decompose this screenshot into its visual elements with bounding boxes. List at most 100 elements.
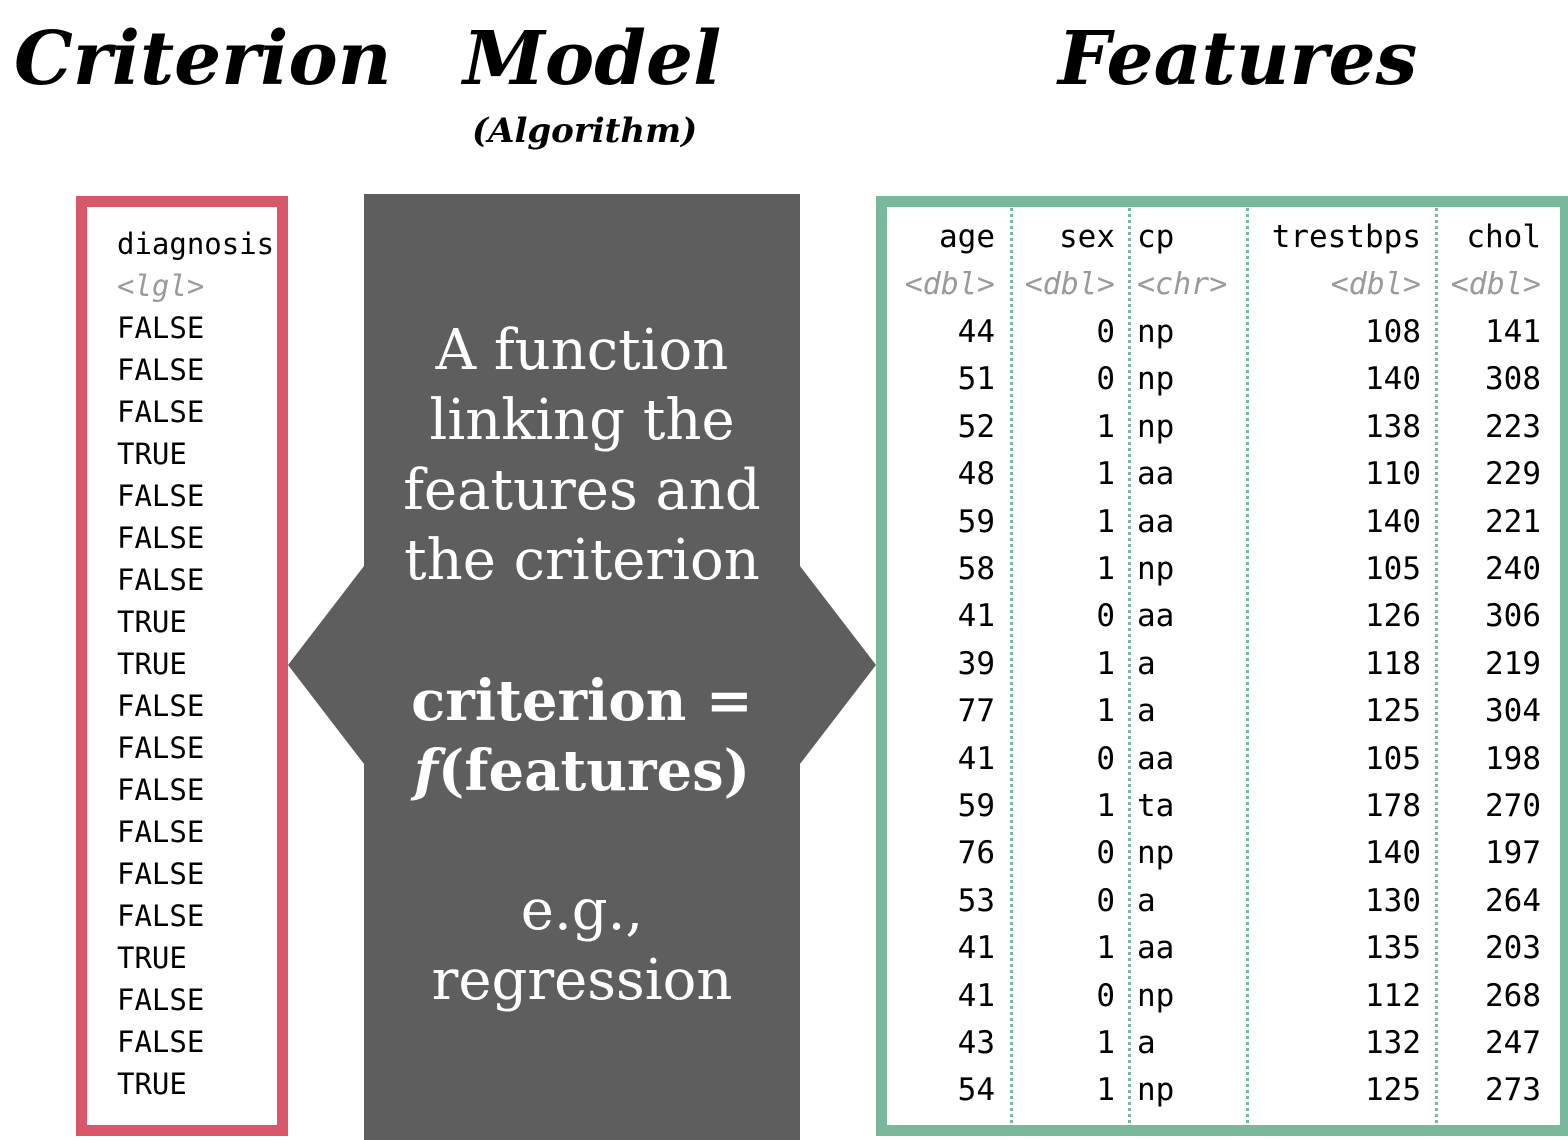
criterion-value: FALSE: [117, 521, 205, 555]
criterion-value: TRUE: [117, 1067, 187, 1101]
column-separator: [1010, 201, 1013, 1131]
model-formula-line: criterion =: [411, 668, 753, 734]
feature-cell: 1: [1096, 456, 1115, 493]
feature-cell: np: [1137, 408, 1175, 445]
feature-cell: 140: [1365, 835, 1421, 872]
feature-cell: 135: [1365, 930, 1421, 967]
criterion-heading: Criterion: [14, 16, 392, 102]
feature-cell: 118: [1365, 645, 1421, 682]
feature-cell: 54: [957, 1072, 995, 1109]
feature-cell: np: [1137, 314, 1175, 350]
criterion-value: TRUE: [117, 437, 187, 471]
feature-cell: aa: [1137, 598, 1175, 635]
feature-cell: a: [1137, 1025, 1156, 1061]
model-formula-line: f(features): [364, 736, 800, 806]
criterion-value: FALSE: [117, 479, 205, 513]
feature-cell: 53: [957, 882, 995, 919]
feature-cell: 0: [1096, 977, 1115, 1014]
feature-cell: 132: [1365, 1025, 1421, 1061]
feature-cell: 1: [1096, 788, 1115, 824]
feature-cell: 1: [1096, 930, 1115, 967]
criterion-value: FALSE: [117, 773, 205, 807]
criterion-value: FALSE: [117, 899, 205, 933]
criterion-value: FALSE: [117, 353, 205, 387]
feature-cell: 0: [1096, 361, 1115, 398]
feature-cell: np: [1137, 835, 1175, 872]
criterion-value: TRUE: [117, 647, 187, 681]
feature-cell: 41: [957, 977, 995, 1014]
feature-cell: 39: [957, 645, 995, 682]
criterion-value: FALSE: [117, 395, 205, 429]
feature-cell: 52: [957, 408, 995, 445]
model-description-line: the criterion: [404, 528, 760, 593]
feature-cell: 58: [957, 551, 995, 587]
feature-cell: 197: [1485, 835, 1541, 872]
criterion-header: diagnosis: [117, 227, 275, 261]
feature-column-type: <chr>: [1137, 267, 1228, 302]
feature-cell: 198: [1485, 740, 1541, 777]
criterion-value: FALSE: [117, 311, 205, 345]
feature-cell: 51: [957, 361, 995, 398]
feature-cell: 223: [1485, 408, 1541, 445]
feature-cell: 76: [957, 835, 995, 872]
feature-column-header: age: [939, 219, 995, 255]
feature-cell: 59: [957, 503, 995, 540]
feature-cell: 306: [1485, 598, 1541, 635]
feature-cell: 1: [1096, 693, 1115, 730]
feature-cell: np: [1137, 1072, 1175, 1109]
feature-cell: 138: [1365, 408, 1421, 445]
feature-column-header: chol: [1466, 219, 1541, 255]
criterion-value: TRUE: [117, 941, 187, 975]
model-formula-f: f: [413, 738, 438, 804]
model-heading: Model: [463, 16, 722, 102]
feature-cell: 59: [957, 788, 995, 824]
feature-cell: 0: [1096, 835, 1115, 872]
feature-cell: 130: [1365, 882, 1421, 919]
criterion-value: FALSE: [117, 731, 205, 765]
criterion-value: FALSE: [117, 1025, 205, 1059]
feature-cell: aa: [1137, 503, 1175, 540]
feature-cell: 41: [957, 598, 995, 635]
feature-cell: 44: [957, 314, 995, 350]
criterion-value: TRUE: [117, 605, 187, 639]
model-description-line: features and: [403, 458, 761, 523]
feature-cell: np: [1137, 977, 1175, 1014]
feature-cell: 41: [957, 740, 995, 777]
feature-column-type: <dbl>: [1330, 267, 1421, 302]
feature-cell: 140: [1365, 503, 1421, 540]
feature-cell: 304: [1485, 693, 1541, 730]
feature-column-type: <dbl>: [1450, 267, 1541, 302]
feature-column-type: <dbl>: [1024, 267, 1115, 302]
feature-cell: np: [1137, 361, 1175, 398]
feature-cell: 221: [1485, 503, 1541, 540]
feature-cell: 1: [1096, 645, 1115, 682]
model-description-line: linking the: [429, 388, 735, 453]
feature-cell: 0: [1096, 882, 1115, 919]
feature-cell: 0: [1096, 314, 1115, 350]
column-separator: [1128, 201, 1131, 1131]
feature-cell: 268: [1485, 977, 1541, 1014]
feature-cell: ta: [1137, 788, 1175, 824]
criterion-value: FALSE: [117, 983, 205, 1017]
feature-cell: 77: [957, 693, 995, 730]
feature-cell: 273: [1485, 1072, 1541, 1109]
feature-cell: a: [1137, 645, 1156, 682]
criterion-value: FALSE: [117, 689, 205, 723]
feature-cell: 108: [1365, 314, 1421, 350]
feature-cell: aa: [1137, 456, 1175, 493]
feature-cell: 178: [1365, 788, 1421, 824]
feature-cell: 1: [1096, 1025, 1115, 1061]
feature-column-header: trestbps: [1271, 219, 1421, 255]
features-table: age <dbl> sex <dbl> cp <chr> trestbps <dbl> chol…: [876, 196, 1568, 1136]
feature-cell: 126: [1365, 598, 1421, 635]
features-heading: Features: [1058, 16, 1418, 102]
model-description-line: A function: [435, 318, 729, 383]
feature-cell: 1: [1096, 408, 1115, 445]
feature-cell: 110: [1365, 456, 1421, 493]
feature-cell: 105: [1365, 551, 1421, 587]
feature-cell: 141: [1485, 314, 1541, 350]
criterion-value: FALSE: [117, 563, 205, 597]
feature-cell: 140: [1365, 361, 1421, 398]
model-formula-args: (features): [437, 738, 751, 804]
feature-cell: 125: [1365, 1072, 1421, 1109]
